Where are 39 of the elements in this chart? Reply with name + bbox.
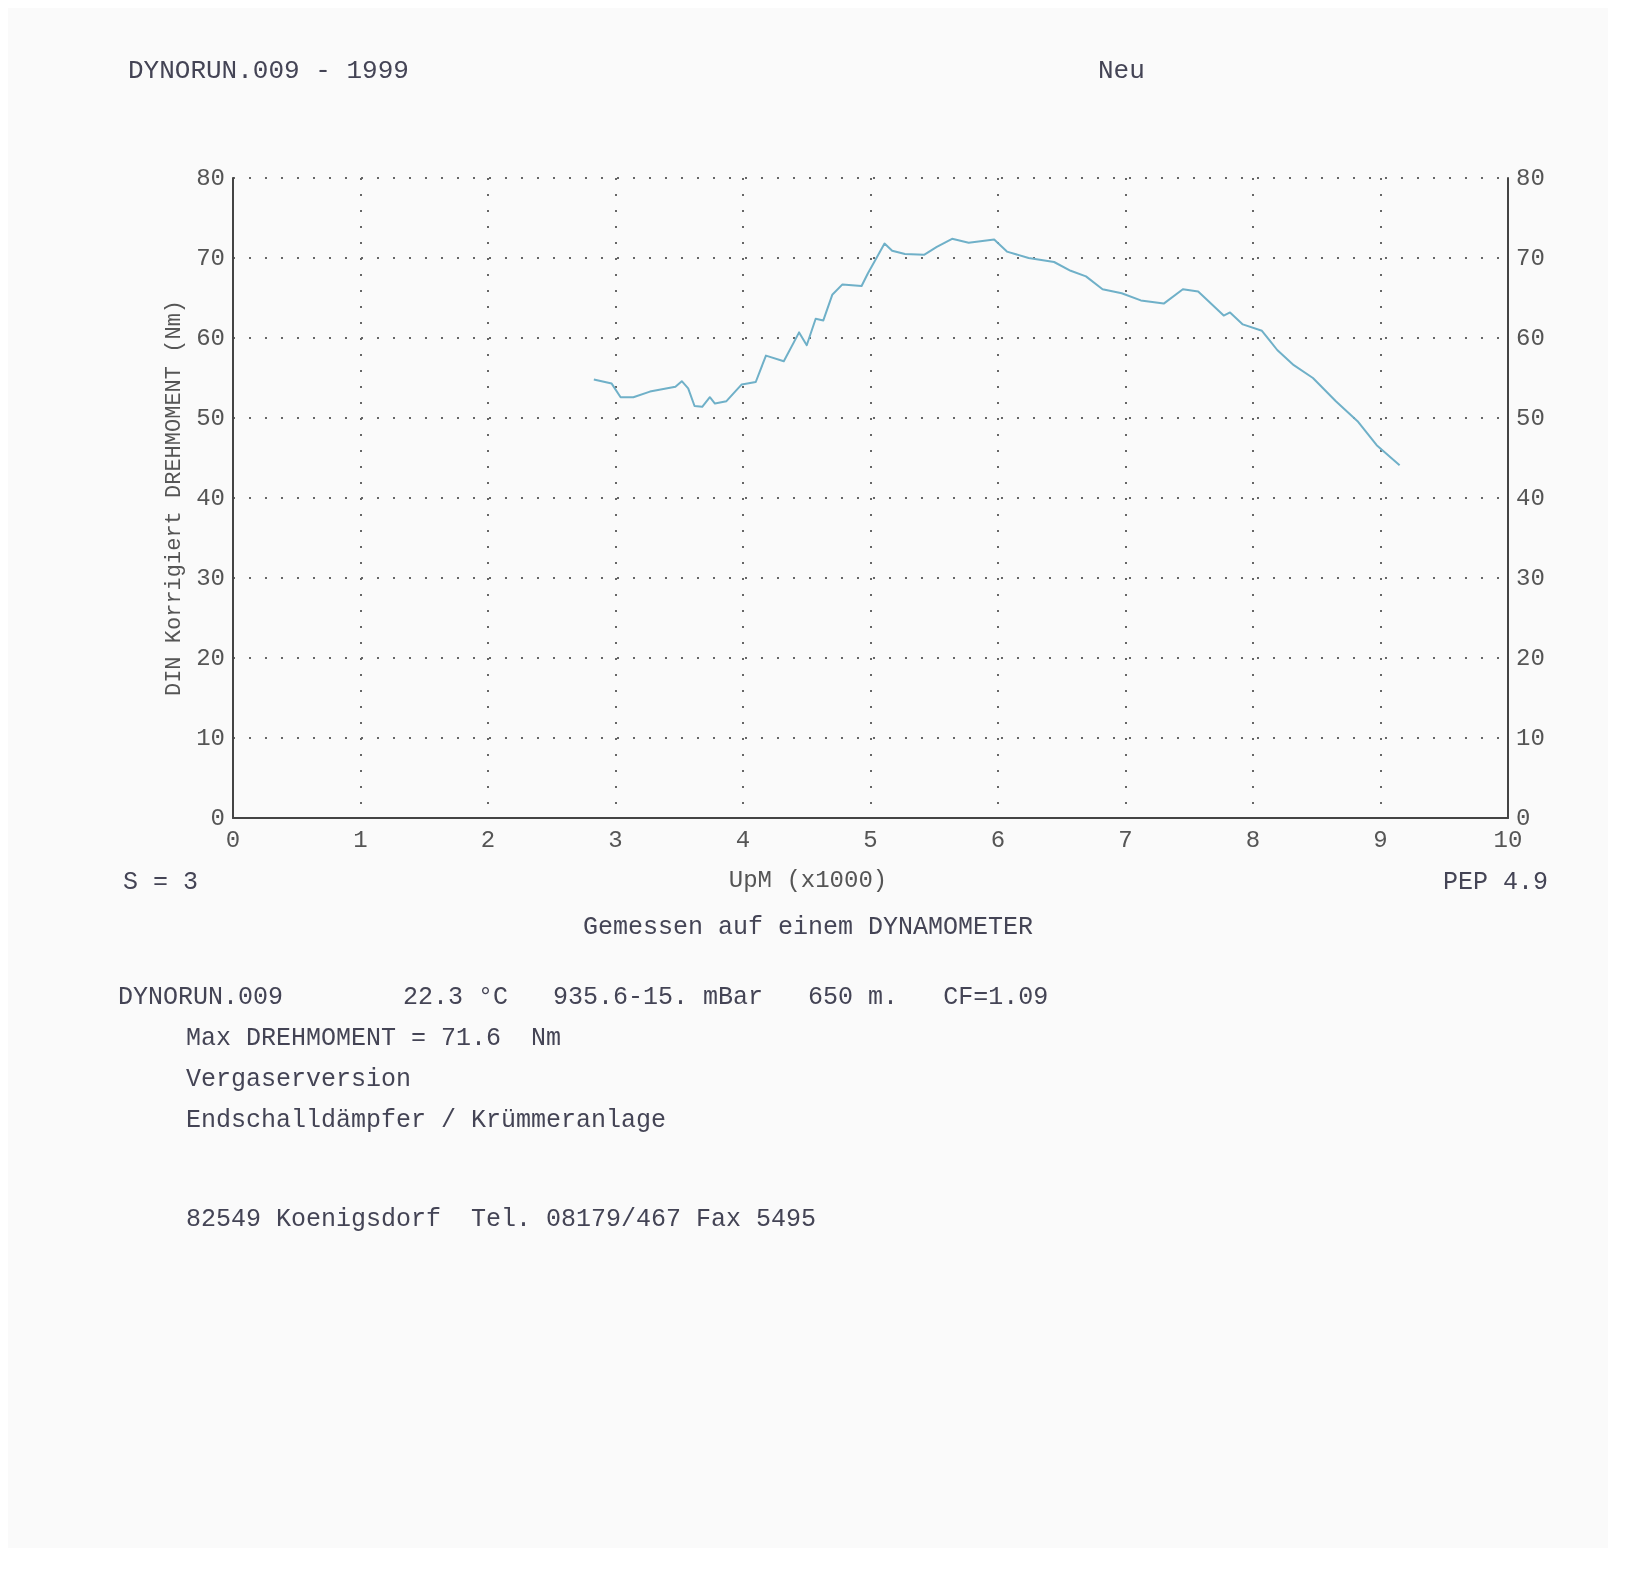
x-axis-title: UpM (x1000) [728, 866, 888, 894]
chart-title: DYNORUN.009 - 1999 [128, 56, 409, 86]
text: DYNORUN.009 22.3 °C 935.6-15. mBar 650 m. CF=1.09 [118, 983, 1049, 1012]
y-tick-label: 50 [196, 404, 225, 432]
text: Gemessen auf einem DYNAMOMETER [581, 913, 1035, 942]
y2-tick-label: 80 [1516, 164, 1545, 192]
x-tick-label: 5 [863, 826, 878, 854]
y-tick-label: 0 [210, 804, 225, 832]
y-tick-label: 60 [196, 324, 225, 352]
y2-tick-label: 10 [1516, 724, 1545, 752]
y-tick-label: 40 [196, 484, 225, 512]
y-tick-label: 20 [196, 644, 225, 672]
text: 82549 Koenigsdorf Tel. 08179/467 Fax 5495 [186, 1205, 818, 1234]
y2-tick-label: 20 [1516, 644, 1545, 672]
line-series [592, 237, 1401, 467]
x-tick-label: 4 [735, 826, 751, 854]
x-tick-label: 3 [608, 826, 623, 854]
y2-tick-label: 50 [1516, 404, 1545, 432]
x-tick-label: 7 [1118, 826, 1133, 854]
chart-subtitle: Neu [1098, 56, 1145, 86]
x-tick-label: 9 [1373, 826, 1388, 854]
y-tick-label: 10 [196, 724, 225, 752]
text: S = 3 [123, 868, 199, 897]
y-tick-label: 30 [196, 564, 225, 592]
text: PEP 4.9 [1442, 868, 1548, 897]
y-tick-label: 70 [196, 244, 225, 272]
text: Vergaserversion [186, 1065, 413, 1094]
x-tick-label: 2 [480, 826, 496, 854]
y-tick-label: 80 [196, 164, 225, 192]
x-tick-label: 8 [1245, 826, 1261, 854]
y2-tick-label: 30 [1516, 564, 1545, 592]
x-tick-label: 6 [990, 826, 1006, 854]
y2-tick-label: 40 [1516, 484, 1545, 512]
y2-tick-label: 60 [1516, 324, 1545, 352]
y2-tick-label: 70 [1516, 244, 1545, 272]
y-axis-title: DIN Korrigiert DREHMOMENT (Nm) [161, 299, 187, 697]
x-tick-label: 1 [353, 826, 368, 854]
text: Endschalldämpfer / Krümmeranlage [186, 1106, 668, 1135]
text: Max DREHMOMENT = 71.6 Nm [186, 1024, 563, 1053]
